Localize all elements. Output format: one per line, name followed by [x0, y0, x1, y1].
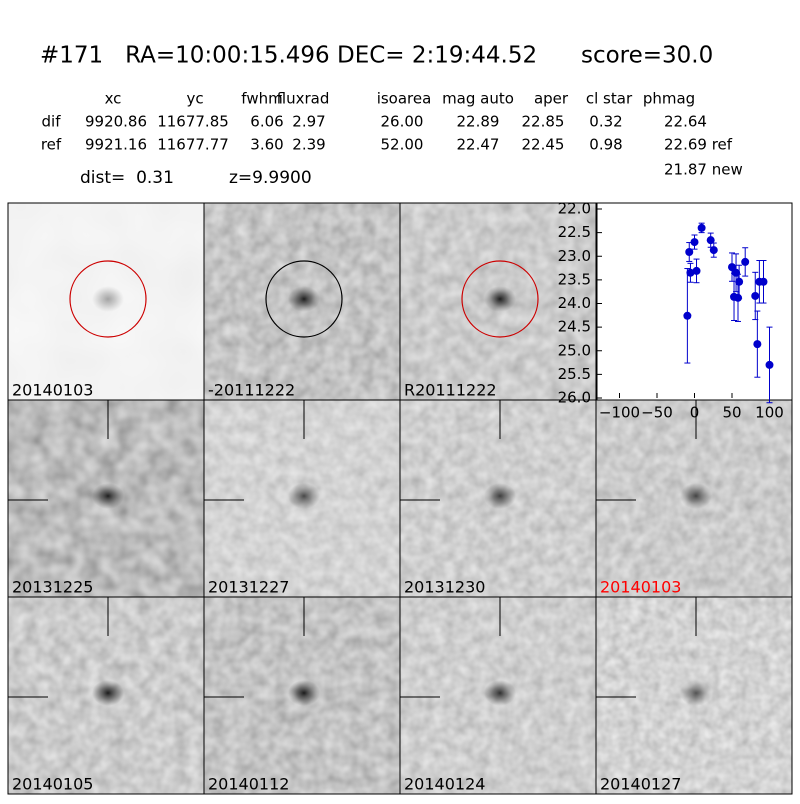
point — [765, 360, 774, 369]
row-label: dif — [42, 113, 62, 131]
column-header: fwhm — [241, 90, 282, 108]
column-header: aper — [534, 90, 569, 108]
y-tick-label: 23.5 — [558, 270, 591, 288]
source — [680, 680, 712, 706]
stamp-label: 20131230 — [404, 578, 485, 597]
cell: 11677.85 — [157, 113, 229, 131]
x-tick-label: 0 — [690, 404, 700, 422]
cell: 11677.77 — [157, 136, 229, 154]
cell: 2.39 — [292, 136, 325, 154]
z: z=9.9900 — [229, 168, 312, 188]
stamp-label: -20111222 — [208, 381, 295, 400]
stamp-label: 20131227 — [208, 578, 289, 597]
source — [92, 286, 124, 312]
title: #171 RA=10:00:15.496 DEC= 2:19:44.52 sco… — [40, 43, 713, 69]
aperture — [461, 260, 539, 338]
cell: 9921.16 — [85, 136, 147, 154]
source — [680, 483, 712, 509]
row-label: ref — [41, 136, 62, 154]
y-tick-label: 22.0 — [558, 200, 591, 218]
y-tick-label: 22.5 — [558, 223, 591, 241]
cell: 3.60 — [250, 136, 283, 154]
point — [706, 236, 715, 245]
stamp-label: 20140105 — [12, 775, 93, 794]
source — [92, 680, 124, 706]
aperture — [265, 260, 343, 338]
stamp-label: 20140103 — [600, 578, 681, 597]
aperture — [69, 260, 147, 338]
point — [683, 311, 692, 320]
y-tick-label: 24.0 — [558, 294, 591, 312]
cell: 52.00 — [381, 136, 424, 154]
point — [751, 291, 760, 300]
extra: 21.87 new — [664, 161, 743, 179]
column-header: fluxrad — [277, 90, 330, 108]
column-header: cl star — [586, 90, 633, 108]
stamp-label: 20140112 — [208, 775, 289, 794]
cell: 9920.86 — [85, 113, 147, 131]
dist: dist= 0.31 — [80, 168, 174, 188]
column-header: isoarea — [377, 90, 432, 108]
y-tick-label: 26.0 — [558, 389, 591, 407]
source — [484, 286, 516, 312]
cell: 22.45 — [522, 136, 565, 154]
point — [685, 247, 694, 256]
stamp-label: 20131225 — [12, 578, 93, 597]
cell: 6.06 — [250, 113, 283, 131]
point — [734, 293, 742, 302]
y-tick-label: 25.0 — [558, 341, 591, 359]
source — [288, 286, 320, 312]
point — [741, 257, 750, 266]
point — [759, 277, 768, 286]
x-tick-label: 100 — [755, 404, 784, 422]
x-tick-label: −50 — [641, 404, 673, 422]
stamp-label: 20140127 — [600, 775, 681, 794]
point — [728, 263, 736, 272]
cell: 26.00 — [381, 113, 424, 131]
column-header: mag auto — [442, 90, 514, 108]
source — [484, 680, 516, 706]
point — [735, 277, 744, 286]
cell: 22.69 ref — [664, 136, 733, 154]
cell: 0.98 — [589, 136, 622, 154]
point — [692, 266, 701, 275]
x-tick-label: 50 — [722, 404, 741, 422]
cell: 22.89 — [457, 113, 500, 131]
stamp-label: R20111222 — [404, 381, 497, 400]
cell: 0.32 — [589, 113, 622, 131]
column-header: xc — [105, 90, 122, 108]
column-header: yc — [186, 90, 203, 108]
frame — [595, 596, 793, 795]
point — [686, 268, 695, 277]
column-header: phmag — [643, 90, 695, 108]
source — [288, 680, 320, 706]
y-tick-label: 25.5 — [558, 365, 591, 383]
y-tick-label: 24.5 — [558, 318, 591, 336]
cell: 22.64 — [664, 113, 707, 131]
x-tick-label: −100 — [599, 404, 640, 422]
point — [690, 238, 699, 247]
plot-area — [596, 202, 793, 401]
source — [484, 483, 516, 509]
point — [697, 223, 706, 232]
source — [288, 483, 320, 509]
cell: 22.47 — [457, 136, 500, 154]
source — [92, 483, 124, 509]
y-tick-label: 23.0 — [558, 247, 591, 265]
cell: 22.85 — [522, 113, 565, 131]
point — [753, 340, 762, 349]
stamp-label: 20140124 — [404, 775, 485, 794]
point — [709, 246, 718, 255]
stamp-label: 20140103 — [12, 381, 93, 400]
cell: 2.97 — [292, 113, 325, 131]
